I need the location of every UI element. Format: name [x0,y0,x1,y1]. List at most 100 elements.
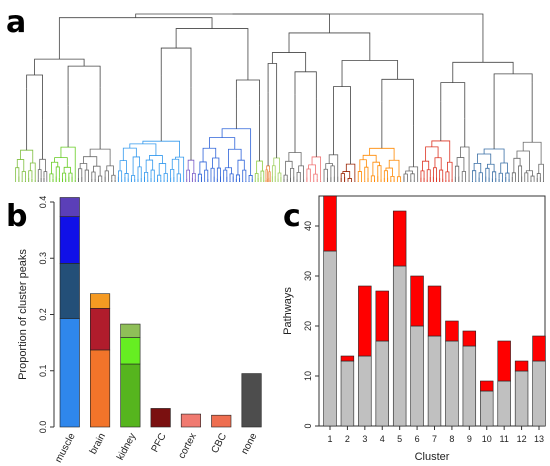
dendrogram-branch [359,159,367,172]
tissue-proportion-chart: 0.0 0.1 0.2 0.3 0.4 Proportion of cluster pea… [17,196,262,465]
x-tick-label: 6 [415,434,420,444]
dendrogram-branch [235,174,240,179]
x-tick-label: 13 [534,434,544,444]
dendrogram-branch [425,146,439,162]
bar-segment [497,380,511,427]
dendrogram-branch [420,170,425,178]
bar-segment [410,325,424,427]
dendrogram-branch [342,171,351,179]
dendrogram-branch [132,156,141,176]
x-tick-label: 11 [499,434,508,444]
bar-segment [532,360,546,427]
dendrogram-branch [461,171,467,182]
x-tick-label: 8 [449,434,454,444]
dendrogram-branch [137,166,142,179]
dendrogram-cluster [323,108,339,182]
category-label: cortex [176,431,198,460]
dendrogram-cluster [511,82,544,182]
panel-label-b: b [6,199,27,234]
dendrogram-branch [460,146,470,180]
dendrogram-branch [345,163,356,182]
dendrogram-branch [340,173,345,178]
dendrogram-merge [271,52,307,72]
bar-segment [358,355,372,427]
dendrogram-branch [248,175,253,181]
dendrogram-branch [131,175,136,179]
dendrogram-cluster [37,119,48,182]
x-tick-label: 7 [432,434,437,444]
dendrogram-branch [157,174,162,180]
bar-segment [59,318,80,428]
dendrogram-branch [325,163,333,170]
dendrogram-cluster [340,127,356,182]
dendrogram-branch [288,152,302,166]
dendrogram-branch [422,160,430,171]
dendrogram-branch [311,156,322,181]
dendrogram-branch [454,165,460,177]
y-axis-title: Pathways [282,287,294,335]
dendrogram-branch [55,166,60,178]
dendrogram-merge [267,63,278,93]
bar-segment [514,370,529,427]
dendrogram-branch [129,143,157,156]
dendrogram-branch [347,178,352,182]
category-label: PFC [150,431,169,454]
dendrogram-cluster [283,94,305,182]
dendrogram-branch [83,156,98,167]
dendrogram-branch [477,153,492,165]
bar-segment [462,330,477,347]
dendrogram-branch [20,149,34,164]
dendrogram-branch [478,172,483,182]
bar-segment [445,320,459,342]
dendrogram-branch [522,141,542,165]
dendrogram-branch [21,171,26,181]
bar-segment [410,275,424,327]
dendrogram-cluster [77,87,116,182]
category-label: kidney [115,431,138,462]
dendrogram-branch [369,147,395,161]
bar-segment [462,345,477,427]
dendrogram-branch [456,157,465,172]
dendrogram-merge [160,47,192,88]
dendrogram-branch [145,159,154,173]
dendrogram-branch [434,157,442,171]
dendrogram-branch [175,156,185,182]
bar-segment [120,323,141,338]
bar-segment [90,308,111,351]
dendrogram-cluster [471,112,510,182]
dendrogram-branch [538,163,544,181]
dendrogram-branch [51,161,59,174]
dendrogram-branch [330,165,335,178]
dendrogram-branch [290,167,295,178]
panel-label-a: a [6,5,26,40]
bar-segment [497,340,511,382]
dendrogram-merge [58,17,213,60]
dendrogram-cluster [186,87,196,182]
dendrogram-merge [493,73,533,113]
dendrogram-branch [176,173,181,182]
dendrogram-branch [433,167,437,178]
bar-segment [375,290,389,342]
dendrogram-branch [426,169,431,180]
dendrogram-branch [403,173,408,182]
bar-segment [392,210,407,267]
dendrogram-branch [199,161,207,175]
dendrogram-branch [68,172,73,177]
dendrogram-branch [163,173,168,181]
dendrogram-branch [242,169,247,181]
x-tick-label: 1 [327,434,332,444]
y-tick-label: 0.0 [38,421,48,434]
dendrogram-branch [39,158,46,172]
bar-segment [180,413,201,428]
dendrogram-merge [333,86,351,128]
dendrogram-branch [237,159,245,175]
dendrogram-branch [144,171,149,180]
bar-segment [340,360,355,427]
dendrogram-cluster [49,105,76,182]
dendrogram-branch [16,159,25,172]
bar-segment [120,363,141,428]
dendrogram-branch [473,163,482,173]
x-tick-label: 3 [362,434,367,444]
